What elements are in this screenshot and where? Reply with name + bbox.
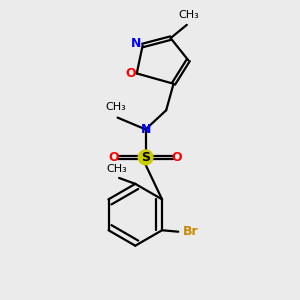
Circle shape xyxy=(138,150,153,165)
Text: N: N xyxy=(131,38,141,50)
Text: CH₃: CH₃ xyxy=(106,102,127,112)
Text: O: O xyxy=(172,151,182,164)
Text: O: O xyxy=(109,151,119,164)
Text: N: N xyxy=(140,123,151,136)
Text: O: O xyxy=(125,67,136,80)
Text: CH₃: CH₃ xyxy=(178,11,199,20)
Text: Br: Br xyxy=(183,225,198,238)
Text: CH₃: CH₃ xyxy=(106,164,127,174)
Text: S: S xyxy=(141,151,150,164)
